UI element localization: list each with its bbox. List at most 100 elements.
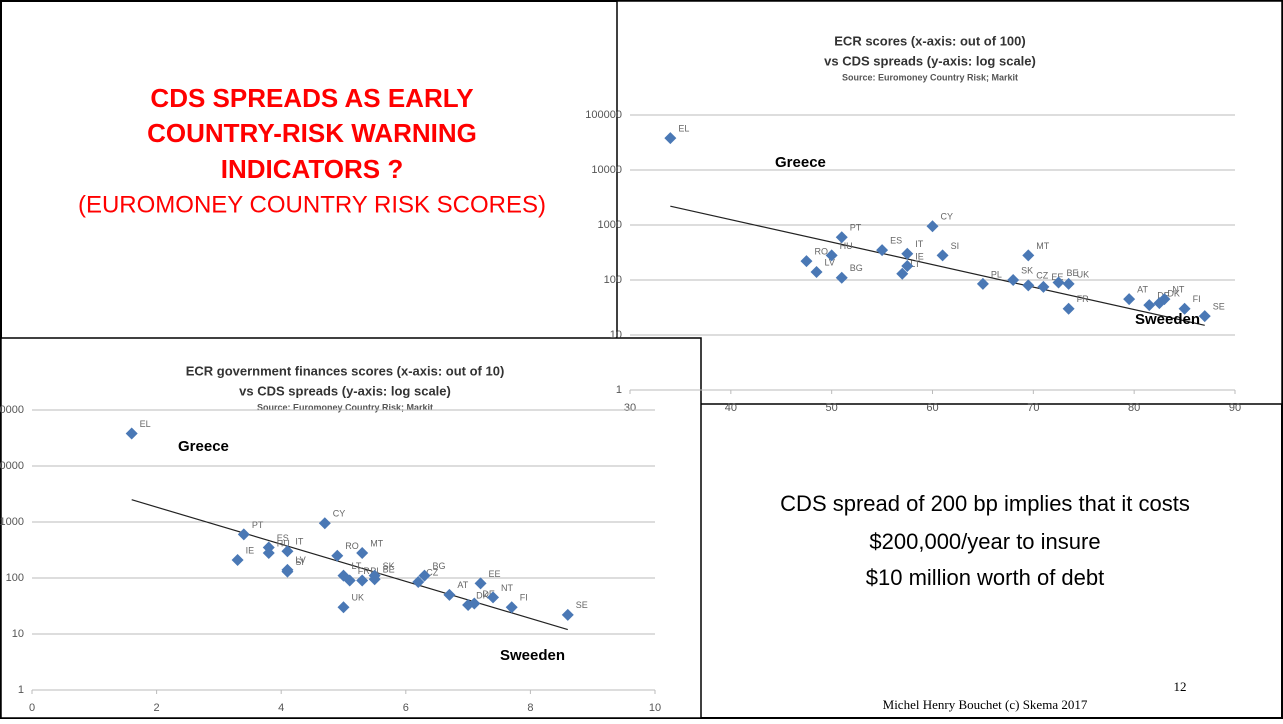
x-tick-label: 8 xyxy=(527,702,533,714)
point-label: EE xyxy=(489,569,501,579)
point-label: CZ xyxy=(1036,271,1048,281)
chart-source: Source: Euromoney Country Risk; Markit xyxy=(842,72,1018,82)
chart-frame xyxy=(0,337,702,719)
point-label: UK xyxy=(1077,269,1090,279)
point xyxy=(1007,274,1020,286)
point-label: MT xyxy=(370,538,383,548)
point xyxy=(1022,249,1035,262)
point xyxy=(936,249,949,262)
point xyxy=(901,247,914,260)
point-label: BG xyxy=(432,561,445,571)
point-label: IE xyxy=(915,251,924,261)
point-label: EL xyxy=(140,419,151,429)
point-label: FI xyxy=(520,593,528,603)
point xyxy=(487,591,500,604)
page-number: 12 xyxy=(1174,679,1187,694)
point xyxy=(896,267,909,280)
point xyxy=(1062,277,1075,290)
point xyxy=(418,569,431,582)
point xyxy=(343,574,356,587)
point xyxy=(1143,299,1156,312)
trendline xyxy=(131,499,568,631)
y-tick-label: 1000 xyxy=(598,219,622,231)
x-tick-label: 6 xyxy=(403,702,409,714)
point-label: LV xyxy=(825,257,835,267)
annotation: Greece xyxy=(775,154,826,171)
y-tick-label: 100 xyxy=(604,274,622,286)
point xyxy=(281,545,294,558)
point xyxy=(825,249,838,262)
annotation: Sweeden xyxy=(500,647,565,664)
y-tick-label: 1 xyxy=(616,384,622,396)
point-label: HU xyxy=(840,241,853,251)
point xyxy=(281,565,294,578)
point-label: DK xyxy=(476,590,489,600)
point-label: CY xyxy=(941,212,954,222)
chart-title: ECR government finances scores (x-axis: … xyxy=(186,363,505,378)
point-label: PT xyxy=(252,520,264,530)
y-tick-label: 10 xyxy=(12,628,24,640)
point-label: NT xyxy=(1172,284,1184,294)
y-tick-label: 100000 xyxy=(0,404,24,416)
x-tick-label: 30 xyxy=(624,402,636,414)
point-label: HU xyxy=(277,538,290,548)
point xyxy=(810,265,823,278)
chart-source: Source: Euromoney Country Risk; Markit xyxy=(257,402,433,412)
x-tick-label: 50 xyxy=(826,402,838,414)
point xyxy=(412,575,425,588)
point xyxy=(1062,302,1075,315)
chart-title: vs CDS spreads (y-axis: log scale) xyxy=(824,53,1036,68)
point-label: PL xyxy=(991,269,1002,279)
slide-title: COUNTRY-RISK WARNING xyxy=(147,118,477,148)
point xyxy=(1123,293,1136,306)
point xyxy=(976,277,989,290)
point-label: FR xyxy=(1077,294,1089,304)
point xyxy=(331,549,344,562)
point-label: BE xyxy=(383,565,395,575)
point xyxy=(1037,280,1050,293)
point xyxy=(835,271,848,284)
point xyxy=(337,601,350,614)
point xyxy=(262,546,275,559)
point-label: ES xyxy=(277,533,289,543)
point xyxy=(125,427,138,440)
point-label: ES xyxy=(890,235,902,245)
point-label: UK xyxy=(352,593,365,603)
point xyxy=(800,255,813,268)
slide-subtitle: (EUROMONEY COUNTRY RISK SCORES) xyxy=(78,191,546,218)
point xyxy=(1178,302,1191,315)
point-label: IE xyxy=(246,545,255,555)
point-label: FR xyxy=(358,566,370,576)
x-tick-label: 60 xyxy=(926,402,938,414)
point xyxy=(468,597,481,610)
x-tick-label: 10 xyxy=(649,702,661,714)
point-label: RO xyxy=(345,541,359,551)
point-label: EE xyxy=(1051,272,1063,282)
point xyxy=(901,259,914,272)
chart-frame xyxy=(616,0,1283,405)
point-label: LV xyxy=(295,555,305,565)
point xyxy=(368,569,381,582)
point xyxy=(561,608,574,621)
point-label: FI xyxy=(1193,294,1201,304)
point-label: RO xyxy=(814,247,828,257)
x-tick-label: 80 xyxy=(1128,402,1140,414)
point-label: LT xyxy=(910,259,920,269)
point-label: AT xyxy=(457,580,468,590)
x-tick-label: 40 xyxy=(725,402,737,414)
point-label: NT xyxy=(501,583,513,593)
point-label: SE xyxy=(1213,302,1225,312)
point-label: AT xyxy=(1137,284,1148,294)
footer: Michel Henry Bouchet (c) Skema 2017 xyxy=(883,697,1088,712)
point-label: PT xyxy=(850,223,862,233)
y-tick-label: 10 xyxy=(610,329,622,341)
point-label: CZ xyxy=(426,567,438,577)
point xyxy=(926,220,939,233)
point-label: BG xyxy=(850,263,863,273)
y-tick-label: 1 xyxy=(18,684,24,696)
point xyxy=(443,588,456,601)
point xyxy=(664,132,677,145)
x-tick-label: 0 xyxy=(29,702,35,714)
x-tick-label: 4 xyxy=(278,702,284,714)
